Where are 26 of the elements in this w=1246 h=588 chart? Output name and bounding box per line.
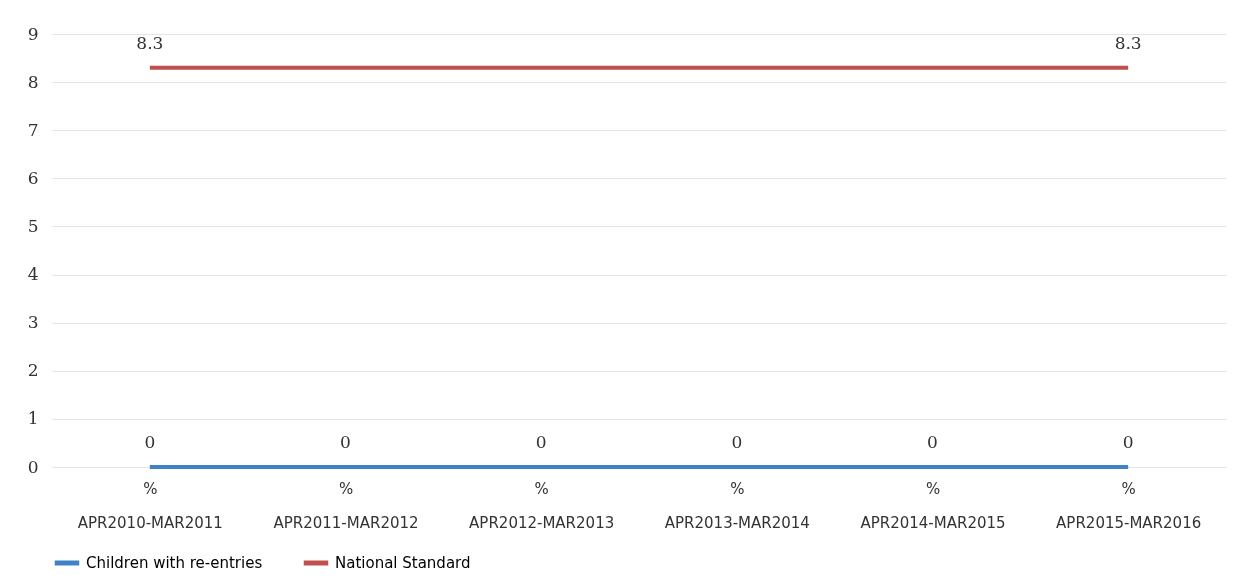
data-label: 0 <box>1122 432 1134 452</box>
y-tick-label: 6 <box>27 167 39 188</box>
data-label: 0 <box>927 432 938 452</box>
data-label: 8.3 <box>1114 32 1142 53</box>
data-label: 8.3 <box>136 32 164 53</box>
legend-label: Children with re-entries <box>86 554 263 572</box>
x-tick-label: % APR2015-MAR2016 <box>1056 479 1202 532</box>
y-tick-label: 8 <box>27 71 39 92</box>
y-tick-label: 0 <box>27 456 39 477</box>
data-label: 0 <box>535 432 547 452</box>
y-tick-label: 9 <box>27 23 39 44</box>
y-tick-label: 7 <box>27 119 39 140</box>
y-tick-label: 2 <box>27 360 39 381</box>
data-label: 0 <box>144 432 156 452</box>
data-label: 0 <box>731 432 743 452</box>
data-label: 0 <box>340 432 351 452</box>
x-tick-label: % APR2012-MAR2013 <box>469 479 615 532</box>
y-tick-label: 1 <box>27 408 39 429</box>
x-tick-label: % APR2010-MAR2011 <box>77 479 223 532</box>
y-tick-label: 3 <box>27 312 39 333</box>
x-tick-label: % APR2011-MAR2012 <box>273 479 419 532</box>
y-tick-label: 5 <box>27 215 39 236</box>
x-tick-label: % APR2014-MAR2015 <box>860 479 1006 532</box>
y-tick-label: 4 <box>27 264 39 285</box>
legend-label: National Standard <box>335 554 471 572</box>
x-tick-label: % APR2013-MAR2014 <box>664 479 810 532</box>
